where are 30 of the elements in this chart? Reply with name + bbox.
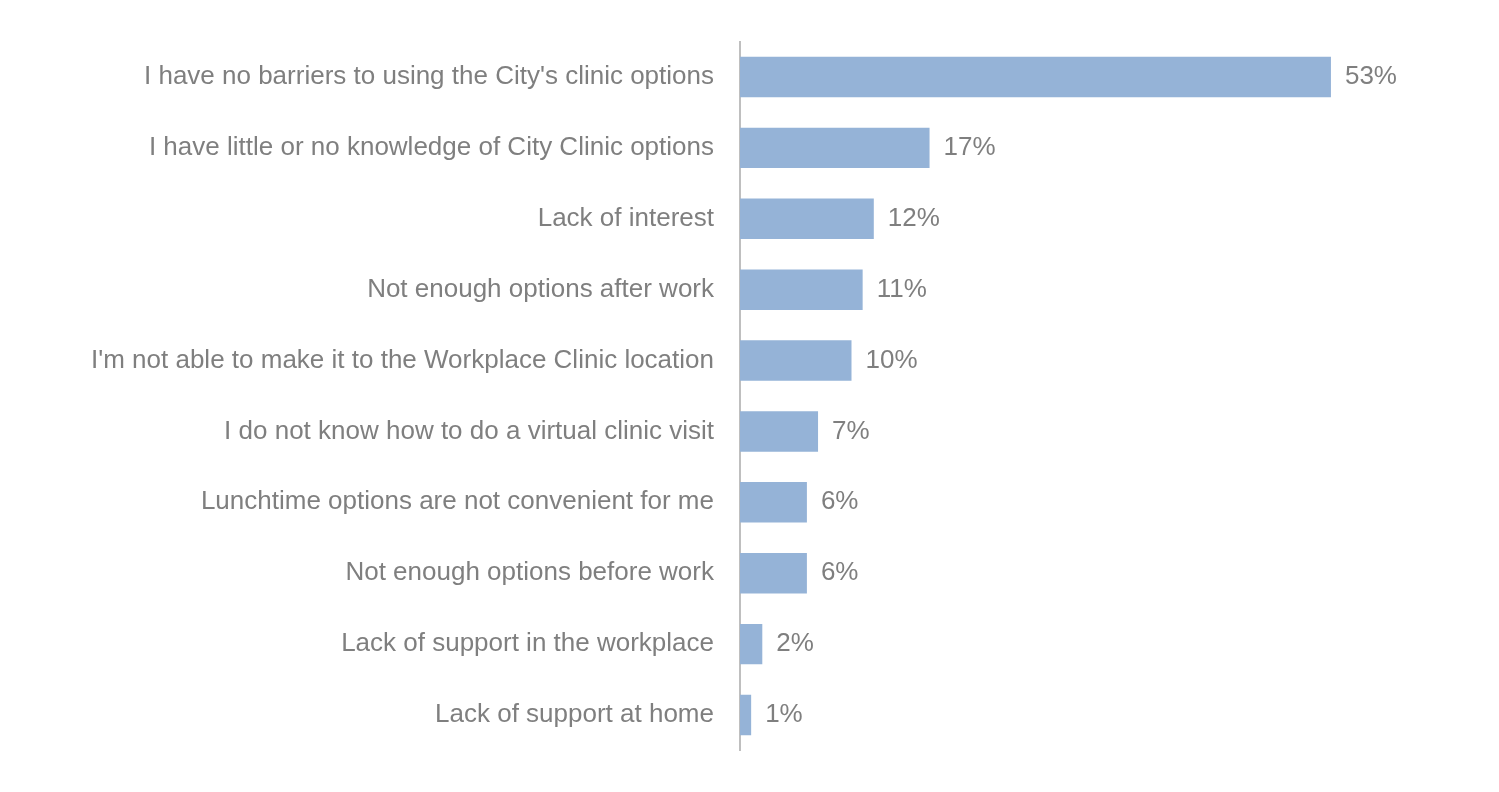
bar xyxy=(740,56,1331,98)
y-tick-label: Not enough options after work xyxy=(367,272,715,303)
y-tick-label: Lack of support at home xyxy=(435,698,714,729)
y-tick-label: I have little or no knowledge of City Clinic options xyxy=(148,131,714,162)
bar xyxy=(740,694,752,736)
y-tick-label: Not enough options before work xyxy=(345,556,715,587)
y-tick-label: I'm not able to make it to the Workplace Clinic location xyxy=(91,343,714,374)
data-label: 6% xyxy=(820,556,859,587)
data-label: 11% xyxy=(876,272,927,303)
data-label: 10% xyxy=(865,343,918,374)
y-tick-label: I do not know how to do a virtual clinic visit xyxy=(224,414,715,445)
y-tick-label: I have no barriers to using the City's clinic options xyxy=(143,60,714,91)
data-label: 53% xyxy=(1344,60,1397,91)
data-label: 1% xyxy=(765,698,803,729)
bar xyxy=(740,198,874,239)
data-label: 6% xyxy=(820,485,859,516)
bar xyxy=(740,553,807,594)
data-label: 17% xyxy=(943,131,996,162)
bar xyxy=(740,482,807,523)
data-label: 7% xyxy=(832,414,870,445)
y-tick-label: Lack of support in the workplace xyxy=(341,627,714,658)
data-label: 12% xyxy=(887,201,940,232)
data-label: 2% xyxy=(776,627,814,658)
y-tick-label: Lack of interest xyxy=(537,201,715,232)
bar xyxy=(740,127,930,169)
bar xyxy=(740,623,763,665)
y-tick-label: Lunchtime options are not convenient for me xyxy=(200,485,714,516)
bar xyxy=(740,269,863,310)
bar xyxy=(740,340,852,381)
bar xyxy=(740,411,819,452)
